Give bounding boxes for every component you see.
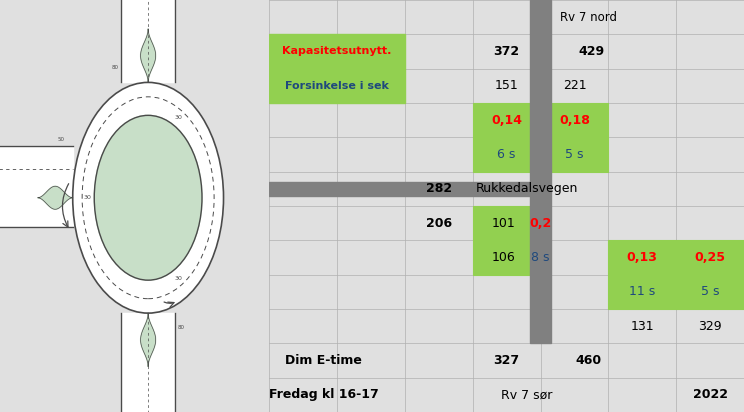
Bar bbox=[676, 240, 744, 309]
Text: Rukkedalsvegen: Rukkedalsvegen bbox=[476, 183, 578, 195]
Text: 5 s: 5 s bbox=[701, 286, 719, 298]
Text: Rv 7 sør: Rv 7 sør bbox=[501, 389, 553, 401]
Text: Dim E-time: Dim E-time bbox=[285, 354, 362, 367]
Text: 151: 151 bbox=[495, 80, 519, 92]
Bar bbox=[269, 34, 405, 69]
Text: 327: 327 bbox=[493, 354, 520, 367]
Text: Forsinkelse i sek: Forsinkelse i sek bbox=[285, 81, 389, 91]
Text: 30: 30 bbox=[175, 115, 182, 120]
Text: 282: 282 bbox=[426, 183, 452, 195]
Text: 106: 106 bbox=[491, 251, 515, 264]
Text: Rv 7 nord: Rv 7 nord bbox=[560, 11, 618, 23]
Text: 0,2: 0,2 bbox=[530, 217, 552, 229]
Text: Fredag kl 16-17: Fredag kl 16-17 bbox=[269, 389, 379, 401]
Text: 329: 329 bbox=[699, 320, 722, 332]
Text: 0,14: 0,14 bbox=[491, 114, 522, 126]
Text: 80: 80 bbox=[178, 325, 185, 330]
Text: 50: 50 bbox=[57, 137, 65, 142]
Bar bbox=[541, 103, 609, 172]
Text: 6 s: 6 s bbox=[498, 148, 516, 161]
Text: Kapasitetsutnytt.: Kapasitetsutnytt. bbox=[283, 47, 392, 56]
Text: 11 s: 11 s bbox=[629, 286, 655, 298]
Text: 8 s: 8 s bbox=[531, 251, 550, 264]
Text: 221: 221 bbox=[562, 80, 586, 92]
Text: 429: 429 bbox=[578, 45, 604, 58]
Text: 30: 30 bbox=[175, 276, 182, 281]
Bar bbox=[269, 69, 405, 103]
Text: 30: 30 bbox=[83, 195, 92, 200]
Polygon shape bbox=[141, 29, 155, 82]
Text: 5 s: 5 s bbox=[565, 148, 584, 161]
Text: 2022: 2022 bbox=[693, 389, 728, 401]
Polygon shape bbox=[141, 313, 155, 367]
Polygon shape bbox=[38, 186, 73, 209]
Text: 0,18: 0,18 bbox=[559, 114, 590, 126]
Text: 372: 372 bbox=[493, 45, 520, 58]
Text: 460: 460 bbox=[576, 354, 602, 367]
Text: 0,13: 0,13 bbox=[627, 251, 658, 264]
Circle shape bbox=[94, 115, 202, 280]
Text: 80: 80 bbox=[112, 65, 118, 70]
Bar bbox=[530, 0, 551, 343]
Bar bbox=[269, 182, 541, 196]
Bar bbox=[609, 240, 676, 309]
Text: 0,25: 0,25 bbox=[695, 251, 725, 264]
Text: 101: 101 bbox=[491, 217, 515, 229]
Text: 131: 131 bbox=[630, 320, 654, 332]
Bar bbox=[472, 103, 541, 172]
Bar bbox=[472, 206, 541, 275]
Text: 206: 206 bbox=[426, 217, 452, 229]
Circle shape bbox=[73, 82, 223, 313]
